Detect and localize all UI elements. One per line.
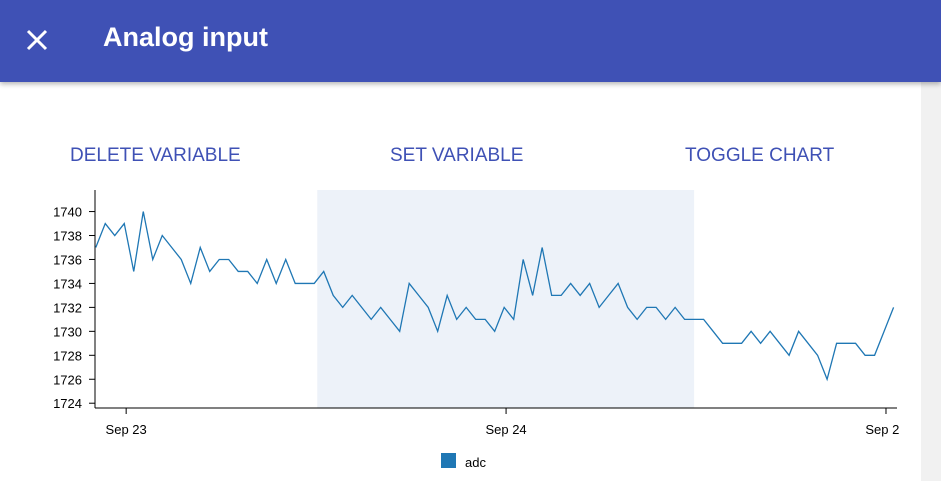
x-tick-label: Sep 23 bbox=[106, 422, 147, 437]
x-tick-label: Sep 24 bbox=[485, 422, 526, 437]
y-tick-label: 1732 bbox=[53, 300, 82, 315]
button[interactable]: SET VARIABLE bbox=[390, 145, 524, 166]
close-icon[interactable] bbox=[26, 29, 48, 51]
y-tick-label: 1738 bbox=[53, 229, 82, 244]
y-tick-label: 1730 bbox=[53, 324, 82, 339]
y-tick-label: 1740 bbox=[53, 205, 82, 220]
y-tick-label: 1728 bbox=[53, 348, 82, 363]
y-tick-label: 1736 bbox=[53, 252, 82, 267]
y-tick-label: 1726 bbox=[53, 372, 82, 387]
button[interactable]: DELETE VARIABLE bbox=[70, 145, 241, 166]
chart: 1724 1726 1728 1730 1732 1734 1736 1738 1740 Sep … bbox=[53, 190, 900, 470]
title: Analog input bbox=[103, 22, 268, 52]
button[interactable]: TOGGLE CHART bbox=[685, 145, 835, 166]
scrollbar bbox=[921, 82, 941, 481]
y-tick-label: 1724 bbox=[53, 396, 82, 411]
y-tick-label: 1734 bbox=[53, 276, 82, 291]
app-bar: Analog input bbox=[0, 0, 941, 82]
legend-label: adc bbox=[465, 455, 486, 470]
legend-swatch bbox=[441, 453, 456, 468]
data-line bbox=[95, 211, 895, 382]
highlight-band bbox=[317, 190, 695, 408]
x-tick-label: Sep 25 bbox=[865, 422, 900, 437]
